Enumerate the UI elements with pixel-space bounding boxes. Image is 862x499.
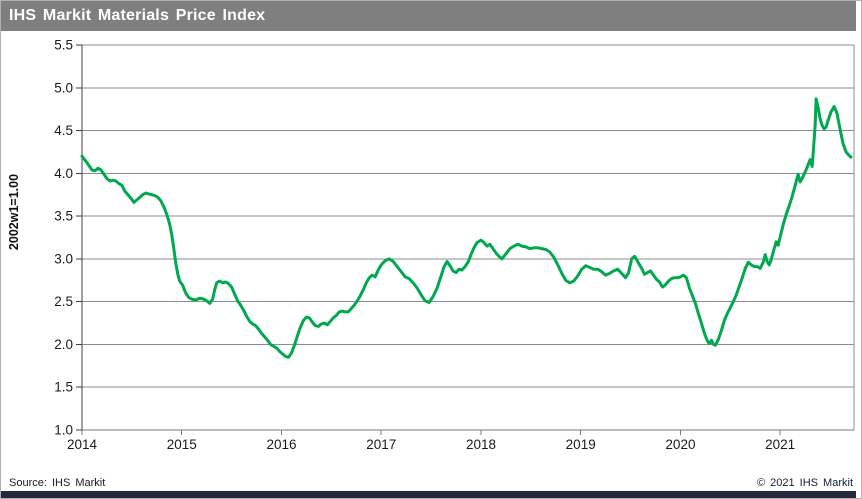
y-tick-label: 2.0 — [54, 337, 73, 352]
y-tick-label: 1.0 — [54, 423, 73, 438]
y-tick-label: 1.5 — [54, 380, 73, 395]
x-tick-label: 2021 — [765, 437, 795, 452]
x-tick-label: 2015 — [167, 437, 197, 452]
source-label: Source: IHS Markit — [9, 477, 106, 489]
y-tick-label: 5.0 — [54, 80, 73, 95]
x-tick-label: 2016 — [266, 437, 296, 452]
gridlines — [82, 44, 854, 388]
x-tick-label: 2017 — [366, 437, 396, 452]
y-axis: 1.0 1.5 2.0 2.5 3.0 3.5 4.0 4.5 5.0 5.5 — [54, 38, 82, 438]
chart-title: IHS Markit Materials Price Index — [9, 7, 266, 24]
price-index-line — [80, 97, 853, 359]
plot-border — [81, 45, 855, 431]
x-tick-label: 2020 — [665, 437, 695, 452]
y-tick-label: 4.5 — [54, 123, 73, 138]
x-tick-label: 2014 — [67, 437, 98, 452]
y-tick-label: 3.0 — [54, 251, 73, 266]
title-bar: IHS Markit Materials Price Index — [1, 1, 856, 31]
y-tick-label: 4.0 — [54, 166, 73, 181]
x-tick-label: 2019 — [566, 437, 596, 452]
y-tick-label: 3.5 — [54, 209, 73, 224]
y-tick-label: 2.5 — [54, 294, 73, 309]
x-axis: 2014 2015 2016 2017 2018 2019 2020 2021 — [67, 430, 795, 452]
x-tick-label: 2018 — [466, 437, 496, 452]
y-axis-title: 2002w1=1.00 — [7, 174, 21, 250]
copyright-label: © 2021 IHS Markit — [756, 477, 853, 489]
y-tick-label: 5.5 — [54, 38, 73, 53]
bottom-accent-bar — [1, 491, 856, 498]
